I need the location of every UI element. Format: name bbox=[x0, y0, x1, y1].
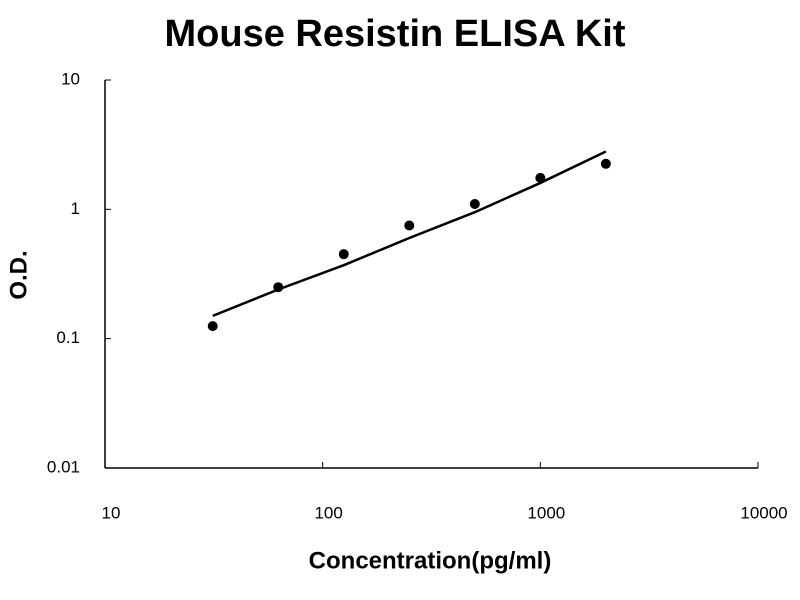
x-tick-label: 10 bbox=[102, 503, 121, 522]
data-point bbox=[469, 198, 480, 209]
x-tick-label: 100 bbox=[314, 503, 342, 522]
fit-line bbox=[212, 150, 607, 318]
x-tick-label: 10000 bbox=[740, 503, 787, 522]
y-tick-label: 0.01 bbox=[47, 457, 80, 476]
y-axis-label: O.D. bbox=[5, 250, 32, 299]
data-point bbox=[404, 220, 415, 231]
y-tick-label: 1 bbox=[71, 199, 80, 218]
x-axis-label: Concentration(pg/ml) bbox=[309, 547, 552, 574]
data-point bbox=[207, 321, 218, 332]
chart-title: Mouse Resistin ELISA Kit bbox=[165, 13, 626, 55]
y-tick-label: 0.1 bbox=[56, 328, 80, 347]
y-tick-label: 10 bbox=[61, 69, 80, 88]
data-point bbox=[600, 158, 611, 169]
data-point bbox=[338, 249, 349, 260]
x-tick-label: 1000 bbox=[527, 503, 565, 522]
